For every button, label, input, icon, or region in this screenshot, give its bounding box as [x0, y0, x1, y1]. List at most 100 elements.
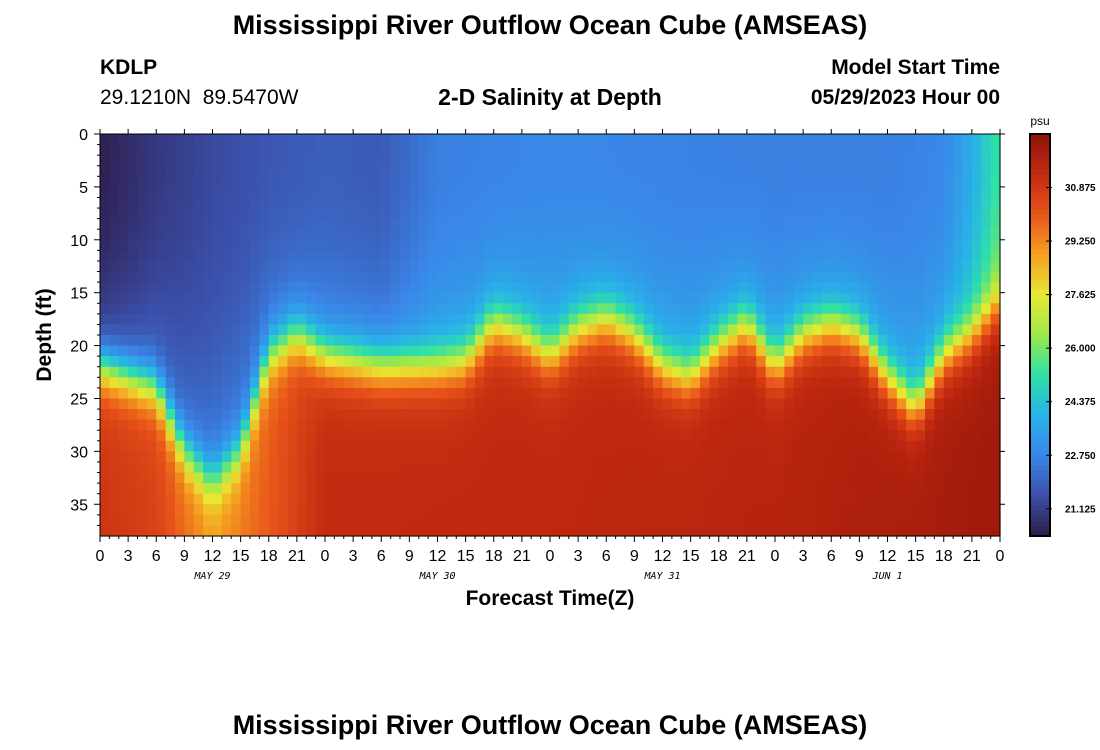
heatmap-cell — [878, 398, 889, 410]
heatmap-cell — [240, 134, 251, 146]
heatmap-cell — [718, 144, 729, 156]
heatmap-cell — [484, 398, 495, 410]
heatmap-cell — [550, 493, 560, 505]
heatmap-cell — [653, 250, 664, 262]
heatmap-cell — [437, 440, 448, 452]
heatmap-cell — [859, 282, 870, 294]
heatmap-cell — [643, 493, 654, 505]
heatmap-cell — [671, 134, 682, 146]
heatmap-cell — [943, 165, 954, 177]
heatmap-cell — [428, 398, 439, 410]
heatmap-cell — [934, 366, 945, 378]
heatmap-cell — [653, 451, 664, 463]
heatmap-cell — [615, 292, 626, 304]
heatmap-cell — [540, 356, 551, 368]
heatmap-cell — [953, 504, 964, 516]
heatmap-cell — [690, 472, 701, 484]
heatmap-cell — [465, 271, 476, 283]
heatmap-cell — [475, 303, 485, 315]
heatmap-cell — [568, 430, 579, 442]
heatmap-cell — [765, 409, 776, 421]
heatmap-cell — [681, 461, 692, 474]
heatmap-cell — [784, 387, 795, 400]
heatmap-cell — [540, 430, 551, 442]
heatmap-cell — [568, 377, 579, 389]
heatmap-cell — [756, 419, 767, 431]
heatmap-cell — [325, 260, 335, 273]
heatmap-cell — [409, 218, 420, 230]
heatmap-cell — [278, 250, 289, 262]
heatmap-cell — [962, 292, 973, 304]
heatmap-cell — [943, 514, 954, 527]
heatmap-cell — [250, 356, 260, 368]
heatmap-cell — [306, 419, 317, 431]
heatmap-cell — [456, 197, 467, 209]
heatmap-cell — [775, 335, 785, 347]
heatmap-cell — [334, 239, 345, 251]
heatmap-cell — [231, 387, 242, 400]
heatmap-cell — [906, 377, 917, 389]
heatmap-cell — [887, 472, 898, 484]
heatmap-cell — [615, 250, 626, 262]
heatmap-cell — [962, 282, 973, 294]
heatmap-cell — [193, 419, 204, 431]
heatmap-cell — [700, 155, 710, 167]
heatmap-cell — [418, 239, 429, 251]
heatmap-cell — [568, 493, 579, 505]
heatmap-cell — [971, 483, 982, 495]
heatmap-cell — [259, 144, 270, 156]
heatmap-cell — [681, 197, 692, 209]
heatmap-cell — [456, 176, 467, 188]
heatmap-cell — [175, 472, 185, 484]
heatmap-cell — [362, 514, 373, 527]
heatmap-cell — [878, 208, 889, 220]
heatmap-cell — [390, 176, 401, 188]
heatmap-cell — [118, 176, 129, 188]
heatmap-cell — [371, 144, 382, 156]
heatmap-cell — [990, 356, 1001, 368]
heatmap-cell — [812, 197, 823, 209]
heatmap-cell — [737, 324, 748, 336]
heatmap-cell — [390, 409, 401, 421]
heatmap-cell — [971, 271, 982, 283]
heatmap-cell — [971, 461, 982, 474]
heatmap-cell — [118, 440, 129, 452]
heatmap-cell — [203, 461, 214, 474]
heatmap-cell — [746, 387, 757, 400]
heatmap-cell — [700, 176, 710, 188]
x-axis: 0 3 6 9 12 15 18 21 0 3 6 9 12 15 18 21 0 3 6 9 12 15 18 21 0 3 6 9… — [96, 129, 1005, 582]
heatmap-cell — [709, 472, 720, 484]
heatmap-cell — [925, 324, 935, 336]
heatmap-cell — [193, 176, 204, 188]
heatmap-cell — [325, 208, 335, 220]
heatmap-cell — [671, 504, 682, 516]
heatmap-cell — [868, 239, 879, 251]
heatmap-cell — [662, 335, 673, 347]
heatmap-cell — [690, 345, 701, 357]
heatmap-cell — [334, 345, 345, 357]
heatmap-cell — [765, 260, 776, 273]
heatmap-cell — [109, 271, 120, 283]
heatmap-cell — [971, 356, 982, 368]
heatmap-cell — [850, 345, 860, 357]
heatmap-cell — [728, 398, 739, 410]
heatmap-cell — [746, 472, 757, 484]
heatmap-cell — [803, 303, 814, 315]
heatmap-cell — [325, 493, 335, 505]
heatmap-cell — [362, 282, 373, 294]
heatmap-cell — [128, 356, 139, 368]
heatmap-cell — [728, 409, 739, 421]
heatmap-cell — [175, 165, 185, 177]
heatmap-cell — [765, 303, 776, 315]
heatmap-cell — [353, 165, 364, 177]
heatmap-cell — [878, 303, 889, 315]
heatmap-cell — [784, 250, 795, 262]
heatmap-cell — [606, 472, 617, 484]
heatmap-cell — [446, 398, 457, 410]
heatmap-cell — [221, 493, 232, 505]
heatmap-cell — [596, 472, 607, 484]
heatmap-cell — [221, 250, 232, 262]
heatmap-cell — [240, 461, 251, 474]
heatmap-cell — [446, 440, 457, 452]
heatmap-cell — [943, 430, 954, 442]
